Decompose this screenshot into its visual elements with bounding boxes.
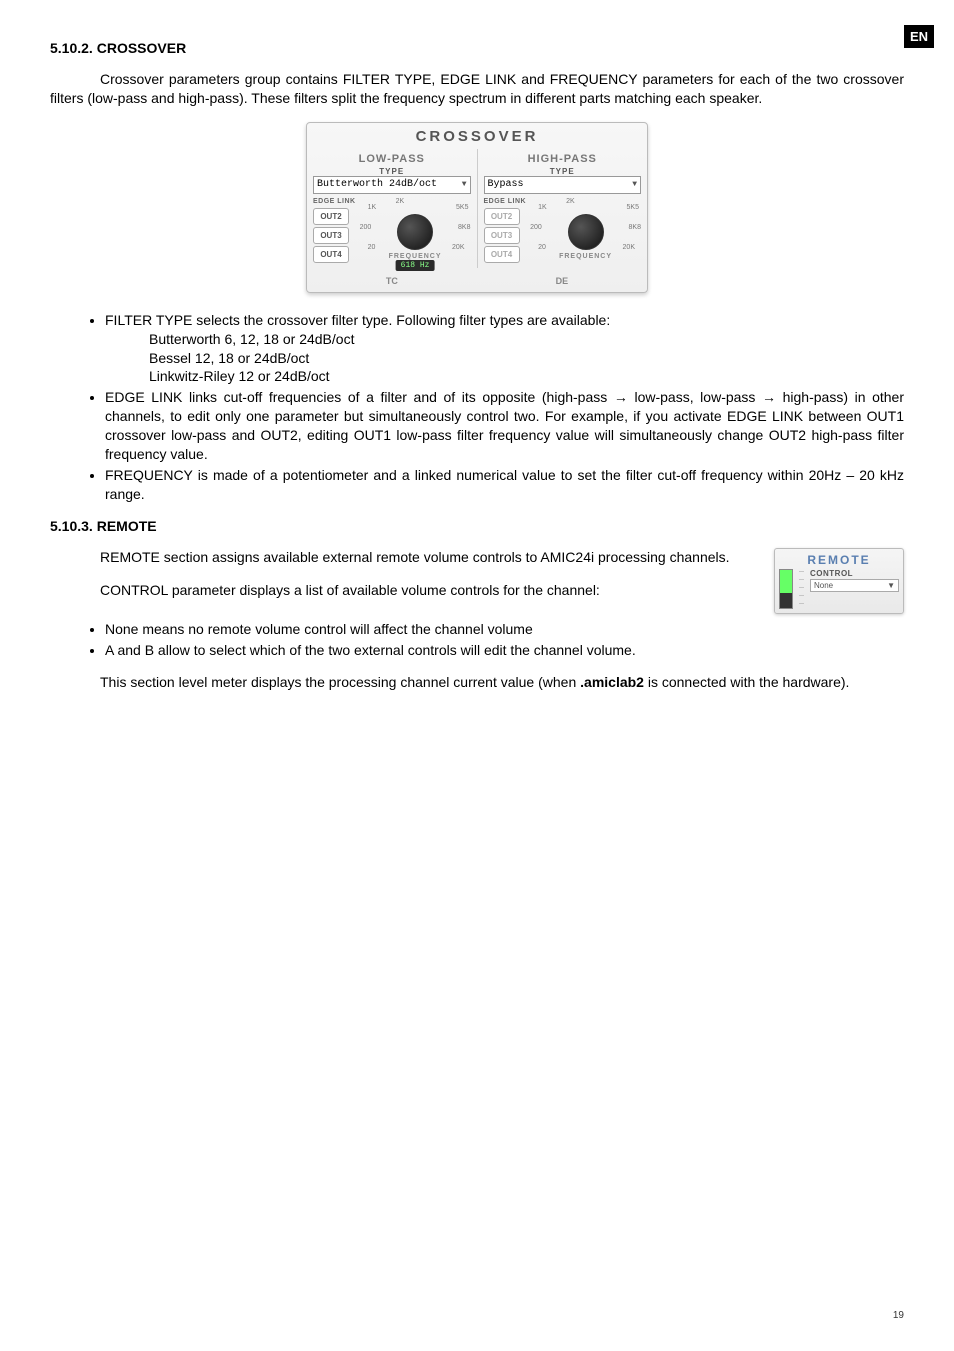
edge-link-out2-button[interactable]: OUT2 (313, 208, 349, 225)
crossover-screenshot: CROSSOVER LOW-PASS TYPE Butterworth 24dB… (50, 122, 904, 293)
edge-link-buttons-low: EDGE LINK OUT2 OUT3 OUT4 (313, 198, 356, 266)
bullet-text: EDGE LINK links cut-off frequencies of a… (105, 389, 614, 405)
footer-right: DE (556, 276, 569, 286)
edge-link-out2-button[interactable]: OUT2 (484, 208, 520, 225)
edge-link-buttons-high: EDGE LINK OUT2 OUT3 OUT4 (484, 198, 527, 266)
section-heading-remote: 5.10.3. REMOTE (50, 518, 904, 534)
chevron-down-icon: ▼ (632, 180, 637, 189)
tick-label: 1K (538, 204, 547, 211)
low-pass-column: LOW-PASS TYPE Butterworth 24dB/oct ▼ EDG… (307, 149, 477, 268)
high-pass-type-select[interactable]: Bypass ▼ (484, 176, 642, 194)
text: is connected with the hardware). (644, 674, 849, 690)
footer-left: TC (386, 276, 398, 286)
edge-link-out4-button[interactable]: OUT4 (313, 246, 349, 263)
section-title: REMOTE (97, 518, 157, 534)
tick-label: 200 (530, 224, 542, 231)
tick-label: 20K (623, 244, 635, 251)
crossover-intro-text: Crossover parameters group contains FILT… (50, 70, 904, 108)
filter-type-bessel: Bessel 12, 18 or 24dB/oct (149, 349, 904, 368)
bullet-edge-link: EDGE LINK links cut-off frequencies of a… (105, 388, 904, 464)
control-value: None (814, 581, 833, 590)
section-number: 5.10.2. (50, 40, 93, 56)
bullet-frequency: FREQUENCY is made of a potentiometer and… (105, 466, 904, 504)
high-pass-frequency-knob[interactable]: 2K 1K 5K5 200 8K8 20 20K FREQUENCY (530, 198, 641, 266)
remote-screenshot: REMOTE ————— CONTROL None ▼ (774, 548, 904, 614)
high-pass-column: HIGH-PASS TYPE Bypass ▼ EDGE LINK OUT2 O… (477, 149, 648, 268)
control-label: CONTROL (810, 569, 899, 578)
arrow-icon: → (614, 389, 628, 405)
crossover-panel-title: CROSSOVER (307, 123, 647, 149)
crossover-footer: TC DE (307, 268, 647, 286)
tick-label: 2K (396, 198, 405, 205)
language-badge: EN (904, 25, 934, 48)
remote-panel-title: REMOTE (779, 553, 899, 567)
bullet-a-and-b: A and B allow to select which of the two… (105, 641, 904, 660)
section-heading-crossover: 5.10.2. CROSSOVER (50, 40, 904, 56)
meter-scale: ————— (799, 569, 804, 607)
low-pass-frequency-knob[interactable]: 2K 1K 5K5 200 8K8 20 20K FREQUENCY 618 H… (360, 198, 471, 266)
control-select[interactable]: None ▼ (810, 579, 899, 592)
page-number: 19 (893, 1310, 904, 1321)
remote-bullets: None means no remote volume control will… (50, 620, 904, 660)
chevron-down-icon: ▼ (887, 581, 895, 590)
edge-link-label: EDGE LINK (484, 198, 527, 205)
section-title: CROSSOVER (97, 40, 186, 56)
tick-label: 20 (538, 244, 546, 251)
edge-link-out4-button[interactable]: OUT4 (484, 246, 520, 263)
tick-label: 5K5 (456, 204, 468, 211)
low-pass-type-value: Butterworth 24dB/oct (317, 179, 437, 190)
level-meter-icon (779, 569, 793, 609)
knob-icon (397, 214, 433, 250)
crossover-bullets: FILTER TYPE selects the crossover filter… (50, 311, 904, 504)
tick-label: 5K5 (627, 204, 639, 211)
crossover-panel: CROSSOVER LOW-PASS TYPE Butterworth 24dB… (306, 122, 648, 293)
arrow-icon: → (762, 389, 776, 405)
low-pass-heading: LOW-PASS (313, 151, 471, 167)
frequency-label: FREQUENCY (530, 253, 641, 260)
high-pass-heading: HIGH-PASS (484, 151, 642, 167)
section-number: 5.10.3. (50, 518, 93, 534)
tick-label: 20K (452, 244, 464, 251)
frequency-value-display: 618 Hz (396, 260, 435, 271)
filter-type-bw: Butterworth 6, 12, 18 or 24dB/oct (149, 330, 904, 349)
type-label: TYPE (484, 167, 642, 176)
tick-label: 200 (360, 224, 372, 231)
edge-link-out3-button[interactable]: OUT3 (484, 227, 520, 244)
bullet-none: None means no remote volume control will… (105, 620, 904, 639)
remote-p3: This section level meter displays the pr… (50, 673, 904, 692)
bullet-text: FILTER TYPE selects the crossover filter… (105, 312, 610, 328)
bullet-filter-type: FILTER TYPE selects the crossover filter… (105, 311, 904, 387)
remote-control-block: CONTROL None ▼ (810, 569, 899, 592)
type-label: TYPE (313, 167, 471, 176)
filter-type-lr: Linkwitz-Riley 12 or 24dB/oct (149, 367, 904, 386)
bullet-text: low-pass, low-pass (628, 389, 762, 405)
tick-label: 8K8 (629, 224, 641, 231)
chevron-down-icon: ▼ (462, 180, 467, 189)
tick-label: 20 (368, 244, 376, 251)
knob-icon (568, 214, 604, 250)
text: This section level meter displays the pr… (100, 674, 580, 690)
high-pass-type-value: Bypass (488, 179, 524, 190)
edge-link-out3-button[interactable]: OUT3 (313, 227, 349, 244)
tick-label: 8K8 (458, 224, 470, 231)
low-pass-type-select[interactable]: Butterworth 24dB/oct ▼ (313, 176, 471, 194)
tick-label: 1K (368, 204, 377, 211)
tick-label: 2K (566, 198, 575, 205)
edge-link-label: EDGE LINK (313, 198, 356, 205)
frequency-label: FREQUENCY (360, 253, 471, 260)
amiclab-label: .amiclab2 (580, 674, 644, 690)
